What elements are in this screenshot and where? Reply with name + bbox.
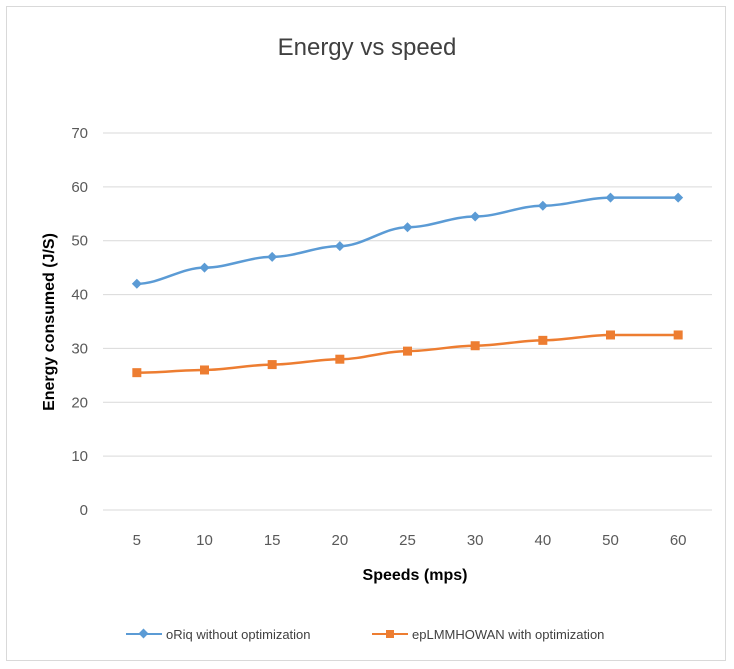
y-axis-label: Energy consumed (J/S) — [41, 233, 58, 411]
y-tick-label: 10 — [71, 448, 88, 465]
legend-label-series-1: oRiq without optimization — [166, 626, 311, 642]
legend-label-series-2: epLMMHOWAN with optimization — [412, 626, 605, 642]
data-point-series-1 — [402, 222, 413, 233]
y-tick-label: 30 — [71, 340, 88, 357]
data-point-series-2 — [200, 365, 209, 375]
y-tick-label: 50 — [71, 233, 88, 250]
y-tick-label: 60 — [71, 179, 88, 196]
data-point-series-2 — [403, 346, 412, 356]
series-lines — [131, 192, 684, 378]
legend-item-series-2: epLMMHOWAN with optimization — [372, 624, 604, 644]
y-tick-label: 0 — [80, 502, 88, 519]
x-tick-label: 15 — [264, 532, 281, 549]
x-tick-label: 20 — [331, 532, 348, 549]
gridlines — [103, 132, 712, 511]
x-tick-label: 50 — [602, 532, 619, 549]
legend-swatch-series-2 — [372, 624, 408, 644]
x-tick-label: 30 — [467, 532, 484, 549]
y-tick-labels: 0 10 20 30 40 50 60 70 — [71, 125, 88, 519]
data-point-series-2 — [673, 330, 683, 340]
y-tick-label: 40 — [71, 287, 88, 304]
legend-item-series-1: oRiq without optimization — [126, 624, 311, 644]
x-tick-labels: 5 10 15 20 25 30 40 50 60 — [133, 532, 687, 549]
data-point-series-1 — [537, 200, 548, 211]
x-axis-label: Speeds (mps) — [363, 567, 468, 584]
x-tick-label: 40 — [534, 532, 551, 549]
data-point-series-1 — [199, 262, 210, 273]
data-point-series-2 — [470, 341, 480, 351]
y-tick-label: 20 — [71, 394, 88, 411]
data-point-series-1 — [470, 211, 481, 222]
data-point-series-1 — [605, 192, 616, 203]
data-point-series-1 — [334, 241, 345, 252]
x-tick-label: 60 — [670, 532, 687, 549]
legend-swatch-series-1 — [126, 624, 162, 644]
data-point-series-2 — [606, 330, 615, 340]
data-point-series-1 — [131, 278, 142, 289]
data-point-series-1 — [673, 192, 684, 203]
data-point-series-2 — [132, 368, 142, 378]
x-tick-label: 25 — [399, 532, 416, 549]
chart-title: Energy vs speed — [277, 34, 457, 61]
data-point-series-2 — [335, 354, 345, 364]
x-tick-label: 10 — [196, 532, 213, 549]
y-tick-label: 70 — [71, 125, 88, 142]
x-tick-label: 5 — [133, 532, 141, 549]
data-point-series-2 — [538, 335, 548, 345]
legend: oRiq without optimization epLMMHOWAN wit… — [0, 624, 734, 644]
data-point-series-2 — [267, 360, 277, 370]
data-point-series-1 — [267, 251, 278, 262]
